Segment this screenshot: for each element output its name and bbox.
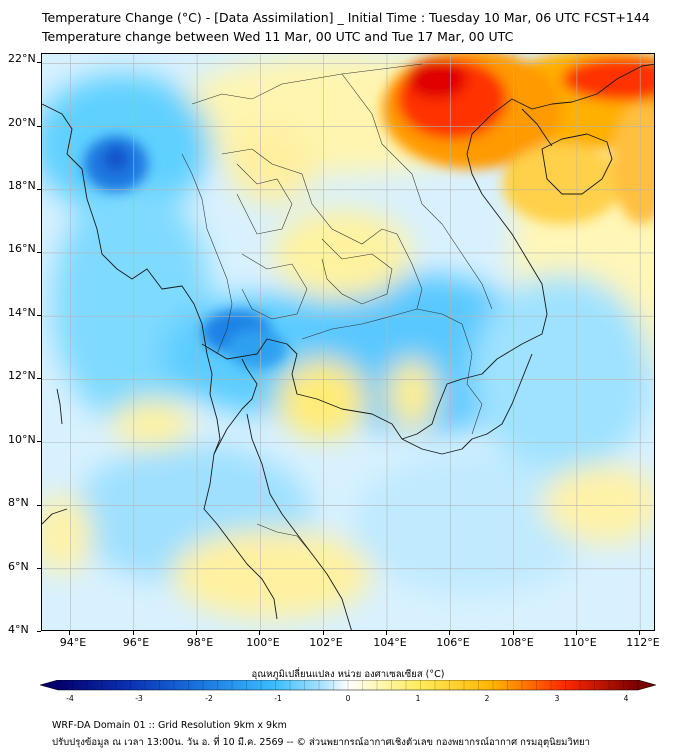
lon-label-102: 102°E	[309, 636, 343, 649]
coastlines	[42, 63, 654, 630]
coastline-leizhou	[521, 108, 553, 147]
coastline-andaman-islands	[56, 388, 63, 425]
colorbar-label-2: 2	[484, 694, 490, 703]
lat-label-8: 8°N	[8, 496, 29, 509]
lon-tick-108	[512, 631, 514, 635]
colorbar-label-1: 1	[415, 694, 421, 703]
lat-label-22: 22°N	[8, 52, 36, 65]
border-laos-vietnam	[341, 73, 493, 310]
lon-tick-104	[385, 631, 387, 635]
lon-tick-96	[132, 631, 134, 635]
lon-label-112: 112°E	[626, 636, 660, 649]
lon-label-96: 96°E	[122, 636, 150, 649]
footer-update-credit: ปรับปรุงข้อมูล ณ เวลา 13:00น. วัน อ. ที่…	[52, 737, 590, 748]
border-cambodia-vietnam	[461, 323, 483, 435]
province-lines-north	[236, 163, 293, 235]
border-myanmar-thailand	[181, 153, 233, 355]
colorbar-bar	[40, 680, 656, 691]
lat-label-6: 6°N	[8, 560, 29, 573]
lat-tick-14	[37, 315, 41, 317]
lon-tick-112	[639, 631, 641, 635]
colorbar-label-3: 3	[554, 694, 560, 703]
lon-label-98: 98°E	[186, 636, 214, 649]
lat-tick-16	[37, 251, 41, 253]
coastline-sumatra-tip	[42, 508, 68, 525]
lon-label-110: 110°E	[563, 636, 597, 649]
lon-tick-94	[69, 631, 71, 635]
colorbar-label-neg4: -4	[66, 694, 74, 703]
admin-borders	[181, 63, 493, 555]
colorbar-ticks	[57, 680, 639, 690]
lat-tick-4	[37, 631, 41, 632]
coastline-south-china	[511, 63, 654, 110]
coastline-gulf-thailand	[201, 338, 403, 440]
lat-label-10: 10°N	[8, 433, 36, 446]
province-lines-isan	[321, 238, 393, 305]
border-thailand-cambodia	[301, 308, 463, 340]
coastline-peninsula	[213, 358, 258, 455]
lon-tick-106	[449, 631, 451, 635]
lat-tick-20	[37, 125, 41, 127]
lat-tick-12	[37, 378, 41, 380]
lat-label-4: 4°N	[8, 623, 29, 636]
lat-tick-6	[37, 567, 41, 569]
border-thailand-laos	[221, 148, 423, 310]
lat-label-14: 14°N	[8, 306, 36, 319]
coastline-cambodia-vietnam	[401, 98, 548, 440]
map-panel	[41, 53, 655, 631]
graticule	[42, 54, 654, 630]
lon-tick-98	[196, 631, 198, 635]
lat-tick-18	[37, 188, 41, 190]
lat-tick-22	[37, 62, 41, 64]
lat-label-16: 16°N	[8, 242, 36, 255]
colorbar	[40, 680, 656, 691]
map-canvas	[42, 54, 654, 630]
border-china	[191, 63, 423, 105]
province-lines-central	[241, 253, 308, 320]
lat-tick-10	[37, 441, 41, 443]
lon-tick-110	[575, 631, 577, 635]
colorbar-label-neg3: -3	[135, 694, 143, 703]
lat-label-20: 20°N	[8, 116, 36, 129]
colorbar-label-neg2: -2	[205, 694, 213, 703]
colorbar-title: อุณหภูมิเปลี่ยนแปลง หน่วย องศาเซลเซียส (…	[251, 669, 445, 680]
lon-tick-102	[322, 631, 324, 635]
coastline-hainan	[541, 133, 613, 195]
lon-label-108: 108°E	[500, 636, 534, 649]
lon-tick-100	[259, 631, 261, 635]
coastline-myanmar-west	[42, 103, 278, 620]
lat-label-12: 12°N	[8, 369, 36, 382]
lat-tick-8	[37, 504, 41, 506]
colorbar-label-4: 4	[623, 694, 629, 703]
colorbar-label-0: 0	[345, 694, 351, 703]
cold-core	[84, 136, 287, 369]
lon-label-100: 100°E	[246, 636, 280, 649]
hot-core	[382, 54, 654, 224]
lon-label-106: 106°E	[436, 636, 470, 649]
coastline-east-peninsula	[246, 413, 352, 630]
border-thailand-malaysia	[256, 523, 313, 555]
map-title: Temperature Change (°C) - [Data Assimila…	[42, 10, 650, 25]
lon-label-94: 94°E	[59, 636, 87, 649]
coastline-mekong-delta	[401, 353, 533, 455]
footer-model-info: WRF-DA Domain 01 :: Grid Resolution 9km …	[52, 720, 287, 731]
map-subtitle: Temperature change between Wed 11 Mar, 0…	[42, 29, 514, 44]
lon-label-104: 104°E	[373, 636, 407, 649]
lat-label-18: 18°N	[8, 179, 36, 192]
colorbar-label-neg1: -1	[274, 694, 282, 703]
